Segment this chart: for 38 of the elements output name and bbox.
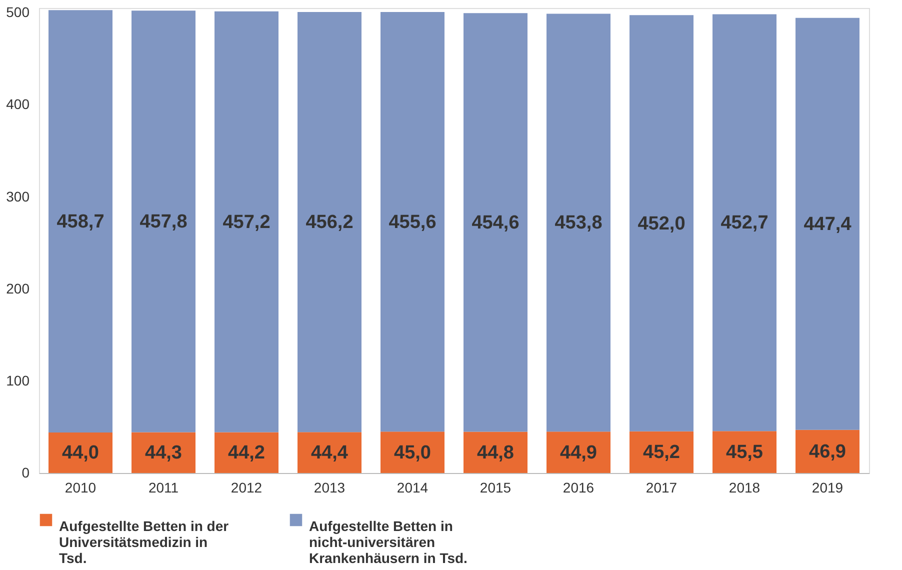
data-label: 452,0 xyxy=(638,213,686,234)
data-label: 453,8 xyxy=(554,212,602,234)
legend-label: Aufgestellte Betten in nicht-universitären Krankenhäusern in Tsd. xyxy=(309,518,468,566)
data-label: 45,5 xyxy=(726,442,764,464)
data-label: 44,0 xyxy=(62,442,99,464)
y-tick-label: 200 xyxy=(6,280,30,296)
data-label: 454,6 xyxy=(472,212,520,234)
data-label: 455,6 xyxy=(388,212,436,233)
data-label: 44,8 xyxy=(477,442,514,464)
data-label: 45,2 xyxy=(643,442,680,464)
data-label: 46,9 xyxy=(809,441,846,462)
data-label: 457,2 xyxy=(222,212,270,233)
legend-label: Aufgestellte Betten in der Universitätsmedizin in Tsd. xyxy=(59,518,230,566)
x-tick-label: 2019 xyxy=(812,480,844,496)
y-tick-label: 400 xyxy=(6,96,30,112)
x-tick-label: 2012 xyxy=(230,480,262,496)
x-tick-label: 2018 xyxy=(728,480,760,496)
x-tick-label: 2014 xyxy=(396,480,428,496)
x-tick-label: 2016 xyxy=(562,480,594,496)
data-label: 44,3 xyxy=(145,442,182,464)
x-tick-label: 2017 xyxy=(646,480,678,496)
data-label: 44,9 xyxy=(560,442,597,464)
x-tick-label: 2010 xyxy=(64,480,96,496)
y-tick-label: 0 xyxy=(22,464,30,480)
data-label: 44,2 xyxy=(228,442,265,464)
x-tick-label: 2013 xyxy=(314,480,346,496)
y-tick-label: 500 xyxy=(6,4,30,20)
y-tick-label: 100 xyxy=(6,372,30,388)
data-label: 452,7 xyxy=(720,212,768,234)
y-tick-label: 300 xyxy=(6,188,30,204)
data-label: 458,7 xyxy=(56,211,104,232)
data-label: 447,4 xyxy=(804,214,852,235)
data-label: 456,2 xyxy=(306,212,354,234)
data-label: 457,8 xyxy=(140,211,188,232)
x-tick-label: 2011 xyxy=(148,480,179,496)
data-label: 44,4 xyxy=(311,442,348,464)
x-tick-label: 2015 xyxy=(480,480,512,496)
data-label: 45,0 xyxy=(394,442,431,464)
